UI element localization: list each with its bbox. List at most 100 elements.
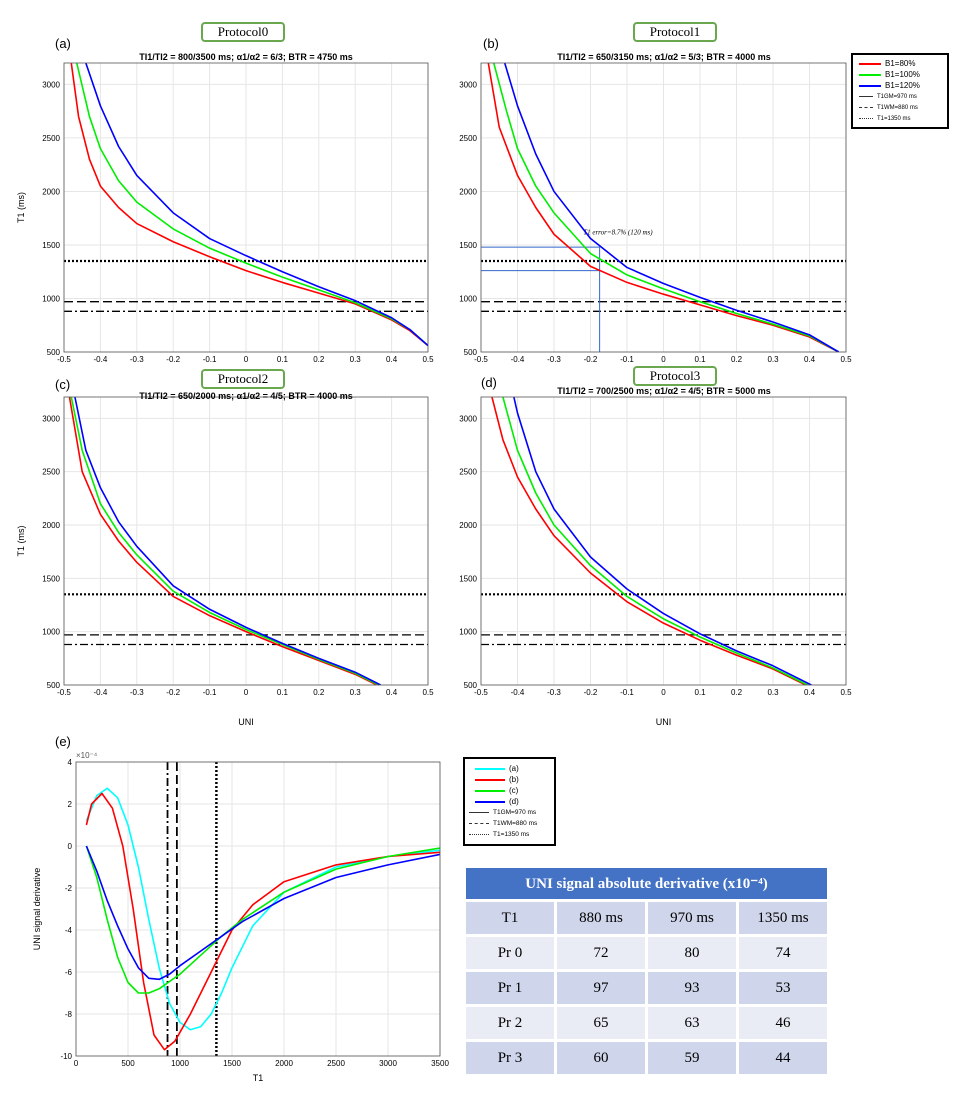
x-tick-label: -0.2	[166, 688, 180, 697]
series-line-(b)	[85, 792, 440, 1051]
y-tick-label: -6	[65, 968, 73, 977]
legend-item: (b)	[465, 774, 554, 785]
series-line-B1=120%	[503, 63, 840, 352]
x-tick-label: 0.1	[694, 355, 706, 364]
x-tick-label: 0	[244, 688, 249, 697]
plot-c: -0.5 -0.4 -0.3 -0.2 -0.1 0 0.1 0.2 0.3 0.4 0.5 500 1…	[16, 396, 434, 727]
series-line-B1=120%	[74, 397, 382, 685]
x-tick-label: -0.5	[57, 355, 71, 364]
panel-label-a: (a)	[55, 36, 71, 51]
x-tick-label: 0.3	[350, 355, 362, 364]
x-tick-label: 0.3	[350, 688, 362, 697]
x-tick-label: -0.4	[511, 355, 525, 364]
x-tick-label: -0.5	[57, 688, 71, 697]
y-tick-label: 2	[68, 800, 73, 809]
x-tick-label: 0.2	[313, 688, 325, 697]
annotation-text: T1 error=8.7% (120 ms)	[583, 228, 653, 236]
legend-label: T1WM=880 ms	[493, 820, 538, 827]
y-tick-label: 500	[47, 681, 61, 690]
legend-item: T1=1350 ms	[853, 113, 947, 124]
y-axis-label: T1 (ms)	[16, 192, 26, 223]
x-tick-label: -0.4	[94, 355, 108, 364]
panel-label-d: (d)	[481, 375, 497, 390]
y-tick-label: 1500	[459, 241, 477, 250]
x-tick-label: -0.2	[166, 355, 180, 364]
x-tick-label: 0.3	[767, 688, 779, 697]
legend-label: B1=100%	[885, 70, 920, 79]
legend-item: T1GM=970 ms	[465, 807, 554, 818]
y-tick-label: 2000	[459, 187, 477, 196]
legend-label: T1GM=970 ms	[493, 809, 537, 816]
legend-label: (b)	[509, 775, 519, 784]
axes-box	[75, 761, 441, 1057]
legend-label: T1=1350 ms	[877, 115, 911, 122]
y-tick-label: 2500	[459, 468, 477, 477]
x-tick-label: 0.4	[386, 355, 398, 364]
x-tick-label: 500	[121, 1059, 135, 1068]
x-tick-label: 2500	[327, 1059, 345, 1068]
y-tick-label: 3000	[42, 414, 60, 423]
derivative-table: UNI signal absolute derivative (x10⁻⁴) T…	[463, 865, 830, 1077]
legend-label: (a)	[509, 764, 519, 773]
protocol-title-0: Protocol0	[201, 22, 285, 42]
x-tick-label: -0.2	[584, 355, 598, 364]
table-row: Pr 3 60 59 44	[466, 1042, 827, 1074]
table-cell: Pr 3	[466, 1042, 554, 1074]
table-cell: 44	[739, 1042, 827, 1074]
legend-label: (c)	[509, 786, 519, 795]
table-cell: Pr 2	[466, 1007, 554, 1039]
x-tick-label: 0.3	[767, 355, 779, 364]
y-axis-label: T1 (ms)	[16, 526, 26, 557]
x-tick-label: -0.5	[474, 355, 488, 364]
subtitle-d: TI1/TI2 = 700/2500 ms; α1/α2 = 4/5; BTR …	[557, 386, 771, 396]
subtitle-a: TI1/TI2 = 800/3500 ms; α1/α2 = 6/3; BTR …	[139, 52, 353, 62]
table-cell: 93	[648, 972, 736, 1004]
legend-item: T1=1350 ms	[465, 829, 554, 840]
panel-label-e: (e)	[55, 734, 71, 749]
y-tick-label: 1000	[42, 628, 60, 637]
y-tick-label: 2000	[42, 187, 60, 196]
table-cell: Pr 1	[466, 972, 554, 1004]
x-axis-label: UNI	[656, 717, 672, 727]
series-line-B1=100%	[70, 397, 380, 685]
x-tick-label: 0.1	[277, 355, 289, 364]
table-cell: 59	[648, 1042, 736, 1074]
protocol-title-3: Protocol3	[633, 366, 717, 386]
series-line-B1=100%	[75, 63, 428, 347]
table-header-row: T1 880 ms 970 ms 1350 ms	[466, 902, 827, 934]
x-tick-label: 0.2	[731, 355, 743, 364]
x-tick-label: 0.5	[840, 355, 852, 364]
table-cell: 63	[648, 1007, 736, 1039]
plot-b: -0.5 -0.4 -0.3 -0.2 -0.1 0 0.1 0.2 0.3 0.4 0.5 500 1…	[459, 62, 852, 364]
legend-label: B1=80%	[885, 59, 916, 68]
legend-item: T1WM=880 ms	[465, 818, 554, 829]
y-tick-label: 500	[464, 681, 478, 690]
x-tick-label: 0.4	[804, 355, 816, 364]
table-title: UNI signal absolute derivative (x10⁻⁴)	[466, 868, 827, 899]
table-row: Pr 0 72 80 74	[466, 937, 827, 969]
table-row: Pr 1 97 93 53	[466, 972, 827, 1004]
y-tick-label: 3000	[459, 80, 477, 89]
legend-item: (d)	[465, 796, 554, 807]
x-tick-label: 2000	[275, 1059, 293, 1068]
y-tick-label: 0	[68, 842, 73, 851]
x-tick-label: 3000	[379, 1059, 397, 1068]
x-tick-label: 0.1	[694, 688, 706, 697]
x-tick-label: 0.5	[422, 355, 434, 364]
x-tick-label: -0.3	[130, 688, 144, 697]
panel-label-c: (c)	[55, 377, 71, 392]
series-line-B1=120%	[513, 397, 812, 685]
axes-box	[63, 396, 429, 686]
y-tick-label: 1500	[42, 241, 60, 250]
table-cell: Pr 0	[466, 937, 554, 969]
y-tick-label: 2500	[459, 134, 477, 143]
x-tick-label: 1000	[171, 1059, 189, 1068]
table-header-cell: 880 ms	[557, 902, 645, 934]
x-tick-label: -0.1	[620, 355, 634, 364]
x-tick-label: -0.1	[203, 688, 217, 697]
y-tick-label: 1000	[459, 294, 477, 303]
y-tick-label: 1500	[459, 574, 477, 583]
y-tick-label: -4	[65, 926, 73, 935]
